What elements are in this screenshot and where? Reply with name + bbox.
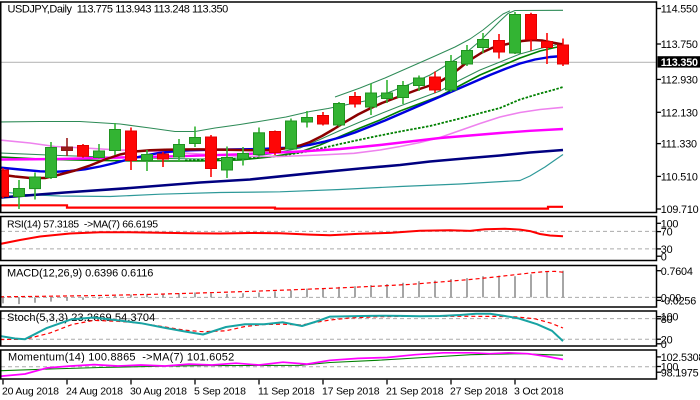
svg-text:114.550: 114.550 (661, 4, 698, 16)
svg-text:RSI(14) 57.3185 ->MA(7) 66.61: RSI(14) 57.3185 ->MA(7) 66.6195 (7, 218, 158, 230)
svg-text:Momentum(14) 100.8865 ->MA(7): Momentum(14) 100.8865 ->MA(7) 101.6052 (8, 352, 234, 364)
svg-text:5 Sep 2018: 5 Sep 2018 (194, 385, 246, 397)
svg-text:0.00: 0.00 (661, 293, 681, 305)
svg-text:21 Sep 2018: 21 Sep 2018 (386, 385, 444, 397)
svg-text:0.7604: 0.7604 (661, 266, 693, 278)
svg-text:112.930: 112.930 (661, 75, 698, 87)
svg-text:111.330: 111.330 (661, 139, 697, 151)
svg-text:30 Aug 2018: 30 Aug 2018 (130, 385, 187, 397)
svg-text:27 Sep 2018: 27 Sep 2018 (450, 385, 508, 397)
svg-text:70: 70 (661, 227, 673, 239)
svg-text:20: 20 (661, 334, 673, 346)
svg-text:24 Aug 2018: 24 Aug 2018 (66, 385, 123, 397)
svg-text:112.130: 112.130 (661, 107, 698, 119)
svg-text:110.510: 110.510 (661, 172, 698, 184)
svg-text:17 Sep 2018: 17 Sep 2018 (322, 385, 380, 397)
svg-text:100: 100 (661, 362, 679, 374)
svg-text:80: 80 (661, 314, 673, 326)
svg-text:102.5308: 102.5308 (661, 352, 700, 364)
svg-text:MACD(12,26,9) 0.6396 0.6116: MACD(12,26,9) 0.6396 0.6116 (7, 267, 153, 279)
svg-text:11 Sep 2018: 11 Sep 2018 (258, 385, 315, 397)
svg-text:100: 100 (661, 218, 679, 230)
svg-text:3 Oct 2018: 3 Oct 2018 (514, 385, 564, 397)
svg-text:109.710: 109.710 (661, 204, 699, 216)
svg-text:-0.0256: -0.0256 (661, 296, 696, 308)
svg-text:0: 0 (661, 251, 667, 263)
svg-text:98.1975: 98.1975 (661, 367, 699, 379)
svg-text:0: 0 (661, 339, 667, 351)
svg-text:30: 30 (661, 244, 673, 256)
svg-text:20 Aug 2018: 20 Aug 2018 (2, 385, 59, 397)
svg-text:USDJPY,Daily 113.775 113.943: USDJPY,Daily 113.775 113.943 113.248 113… (8, 3, 229, 15)
svg-text:113.350: 113.350 (661, 57, 698, 69)
svg-text:100: 100 (661, 312, 679, 324)
svg-text:113.750: 113.750 (661, 39, 698, 51)
